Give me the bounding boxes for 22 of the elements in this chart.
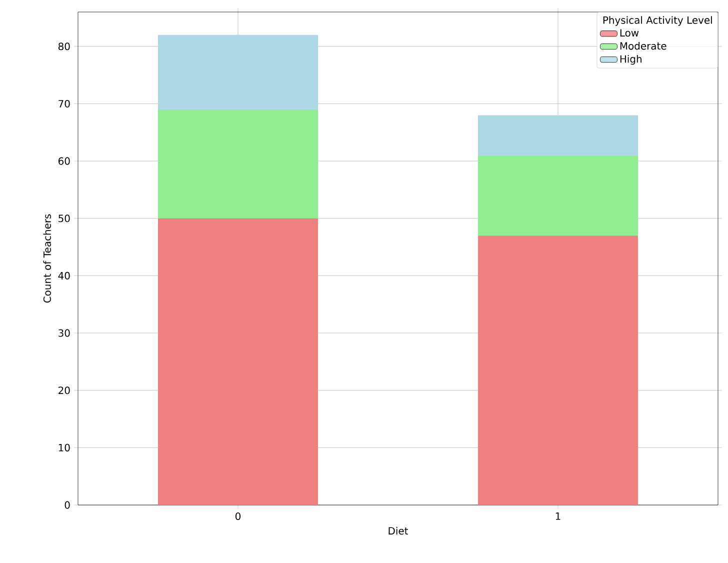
y-tick-label: 30 <box>58 329 70 337</box>
legend-label: Moderate <box>620 42 666 50</box>
y-tick-label: 0 <box>64 501 70 509</box>
y-tick-label: 70 <box>58 100 70 108</box>
legend-label: High <box>620 55 642 65</box>
y-tick-label: 80 <box>58 42 70 50</box>
y-tick-label: 10 <box>58 444 70 452</box>
y-tick-label: 40 <box>58 272 70 280</box>
y-tick-label: 60 <box>58 157 70 165</box>
y-axis-title: Count of Teachers <box>43 214 51 303</box>
x-axis-title: Diet <box>388 526 408 535</box>
bar <box>158 218 318 505</box>
legend-label: Low <box>620 29 639 37</box>
legend-title: Physical Activity Level <box>603 16 712 26</box>
x-tick-label: 1 <box>556 512 560 520</box>
bar <box>478 115 638 156</box>
y-tick-label: 20 <box>58 386 70 394</box>
bar <box>158 34 318 110</box>
y-tick-label: 50 <box>58 214 70 222</box>
bar <box>478 236 638 505</box>
bar <box>158 109 318 218</box>
bar <box>478 155 638 236</box>
